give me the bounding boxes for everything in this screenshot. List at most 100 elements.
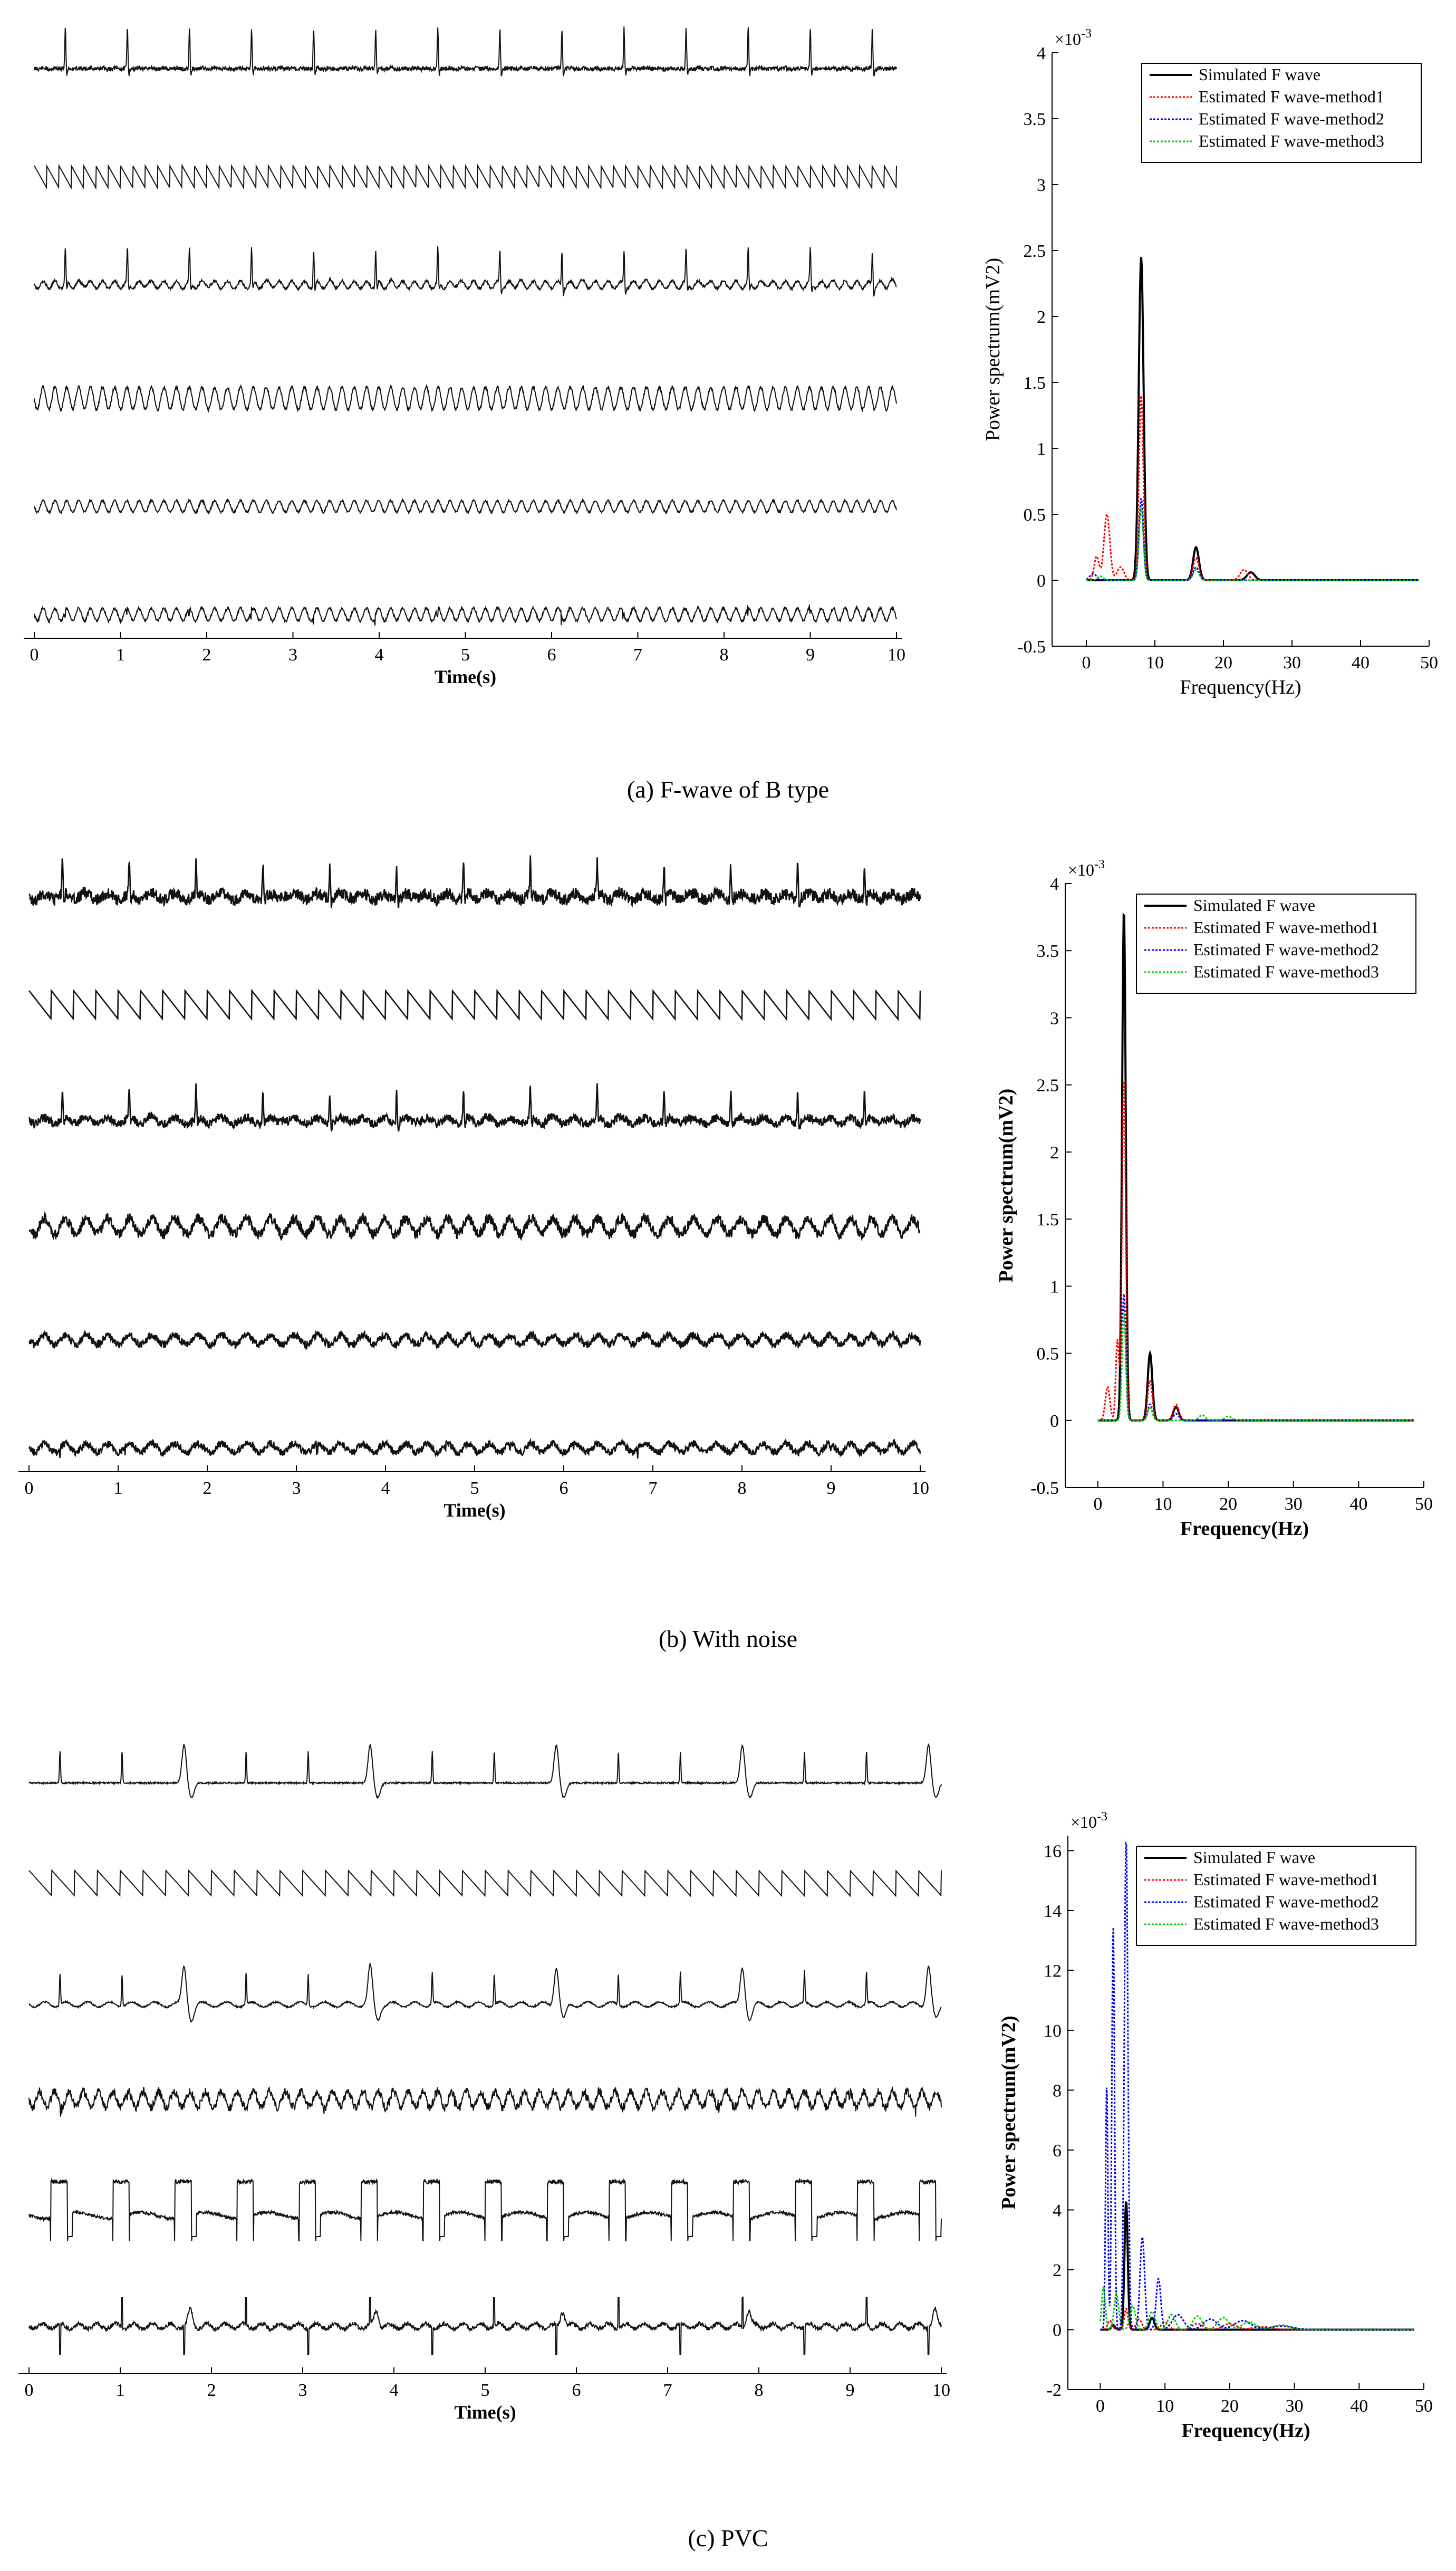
time-trace-2 (28, 1083, 921, 1132)
time-tick-label: 3 (288, 645, 297, 665)
time-trace-4 (34, 497, 897, 515)
time-tick-label: 2 (203, 645, 211, 665)
spectrum-y-tick-label: 6 (1053, 2141, 1062, 2161)
spectrum-chart-0: -0.500.511.522.533.540 10 20 30 40 50×10-3Fre… (982, 27, 1438, 698)
spectrum-series-3 (1099, 2285, 1414, 2330)
spectrum-y-tick-label: 0.5 (1024, 505, 1046, 525)
spectrum-chart-2: -2 0 2 4 6 8 10 12 14 16 0 10 20 30 40 50 ×10-3 Frequency… (998, 1810, 1433, 2442)
time-trace-3 (28, 2086, 942, 2117)
spectrum-exponent-power: -3 (1094, 858, 1105, 871)
time-tick-label: 0 (25, 2381, 34, 2400)
spectrum-chart-1: -0.500.511.522.533.540 10 20 30 40 50×10-3Fre… (995, 858, 1433, 1540)
legend-label-2: Estimated F wave-method2 (1193, 940, 1379, 959)
spectrum-x-tick-label: 20 (1214, 653, 1232, 673)
time-tick-label: 0 (30, 645, 39, 665)
time-trace-2 (34, 246, 897, 297)
time-tick-label: 6 (560, 1479, 568, 1498)
time-trace-3 (28, 1211, 921, 1242)
spectrum-x-tick-label: 40 (1349, 1494, 1367, 1514)
spectrum-y-tick-label: 3.5 (1037, 942, 1059, 961)
spectrum-y-tick-label: 0.5 (1037, 1345, 1059, 1364)
spectrum-exponent-power: -3 (1081, 27, 1092, 41)
time-tick-label: 3 (292, 1479, 301, 1498)
time-tick-label: 8 (755, 2381, 764, 2400)
spectrum-y-tick-label: 1 (1050, 1277, 1059, 1297)
spectrum-series-1 (1086, 395, 1419, 581)
time-traces-panel-2: 0 1 2 3 4 5 6 7 8 9 10 Time(s) (18, 1743, 950, 2423)
spectrum-series-1 (1097, 1080, 1414, 1422)
time-tick-label: 4 (375, 645, 384, 665)
time-tick-label: 2 (203, 1479, 212, 1498)
spectrum-x-tick-label: 0 (1082, 653, 1091, 673)
time-trace-2 (28, 1962, 942, 2023)
spectrum-series-2 (1100, 1841, 1414, 2330)
time-trace-4 (28, 2177, 942, 2241)
legend-label-0: Simulated F wave (1199, 65, 1320, 84)
spectrum-series-3 (1086, 507, 1419, 581)
legend-label-3: Estimated F wave-method3 (1193, 962, 1379, 981)
time-trace-3 (34, 383, 897, 413)
legend-box (1136, 894, 1416, 994)
spectrum-y-tick-label: 12 (1044, 1961, 1062, 1981)
time-tick-label: 1 (116, 2381, 125, 2400)
spectrum-series-3 (1097, 1313, 1414, 1422)
time-tick-label: 4 (390, 2381, 399, 2400)
spectrum-y-tick-label: 0 (1037, 571, 1046, 591)
spectrum-y-tick-label: 16 (1044, 1841, 1062, 1861)
time-tick-label: 7 (633, 645, 642, 665)
time-tick-label: 10 (932, 2381, 950, 2400)
legend-label-2: Estimated F wave-method2 (1193, 1892, 1379, 1911)
spectrum-x-tick-label: 10 (1156, 2396, 1174, 2416)
time-tick-label: 8 (738, 1479, 747, 1498)
spectrum-y-label: Power spectrum(mV2) (998, 2016, 1020, 2210)
legend-box (1141, 63, 1422, 163)
spectrum-y-tick-label: 4 (1050, 875, 1059, 894)
time-trace-4 (28, 1329, 921, 1350)
spectrum-exponent: ×10-3 (1055, 27, 1092, 49)
spectrum-x-tick-label: 0 (1093, 1494, 1102, 1514)
spectrum-y-tick-label: 14 (1044, 1902, 1062, 1921)
time-tick-label: 5 (470, 1479, 479, 1498)
legend-label-0: Simulated F wave (1193, 1848, 1315, 1867)
spectrum-y-tick-label: 3 (1037, 176, 1046, 195)
time-tick-label: 8 (720, 645, 729, 665)
spectrum-x-tick-label: 30 (1283, 653, 1301, 673)
spectrum-y-tick-label: 4 (1037, 44, 1046, 63)
time-tick-label: 9 (806, 645, 815, 665)
time-traces-panel-0: 0 1 2 3 4 5 6 7 8 9 10 Time(s) (24, 26, 905, 687)
time-tick-label: 10 (911, 1479, 929, 1498)
spectrum-exponent-base: ×10 (1068, 860, 1094, 879)
spectrum-y-tick-label: 4 (1053, 2201, 1062, 2220)
legend-label-1: Estimated F wave-method1 (1193, 918, 1379, 937)
time-tick-label: 0 (25, 1479, 34, 1498)
spectrum-x-tick-label: 50 (1415, 2396, 1433, 2416)
legend-label-3: Estimated F wave-method3 (1199, 131, 1384, 150)
spectrum-x-tick-label: 50 (1415, 1494, 1433, 1514)
time-tick-label: 7 (663, 2381, 672, 2400)
spectrum-y-tick-label: 0 (1053, 2320, 1062, 2340)
time-tick-label: 6 (547, 645, 556, 665)
spectrum-y-tick-label: 3.5 (1024, 110, 1046, 129)
time-tick-label: 7 (649, 1479, 658, 1498)
spectrum-exponent: ×10-3 (1071, 1810, 1107, 1831)
time-trace-5 (34, 604, 897, 626)
spectrum-x-tick-label: 20 (1221, 2396, 1239, 2416)
time-tick-label: 9 (846, 2381, 855, 2400)
spectrum-y-tick-label: -0.5 (1017, 637, 1046, 657)
time-trace-0 (28, 855, 921, 909)
spectrum-x-tick-label: 10 (1154, 1494, 1172, 1514)
caption-a: (a) F-wave of B type (626, 776, 830, 803)
time-trace-0 (28, 1743, 942, 1799)
time-tick-label: 9 (827, 1479, 836, 1498)
spectrum-y-tick-label: 2.5 (1024, 242, 1046, 261)
time-axis-label: Time(s) (435, 666, 496, 687)
time-tick-label: 10 (888, 645, 905, 665)
time-trace-1 (28, 1869, 942, 1897)
spectrum-x-label: Frequency(Hz) (1180, 1518, 1309, 1540)
time-tick-label: 5 (461, 645, 470, 665)
time-tick-label: 6 (572, 2381, 581, 2400)
time-trace-0 (34, 26, 897, 76)
spectrum-y-tick-label: 1 (1037, 439, 1046, 459)
legend-label-1: Estimated F wave-method1 (1193, 1870, 1379, 1889)
legend-label-1: Estimated F wave-method1 (1199, 87, 1384, 106)
